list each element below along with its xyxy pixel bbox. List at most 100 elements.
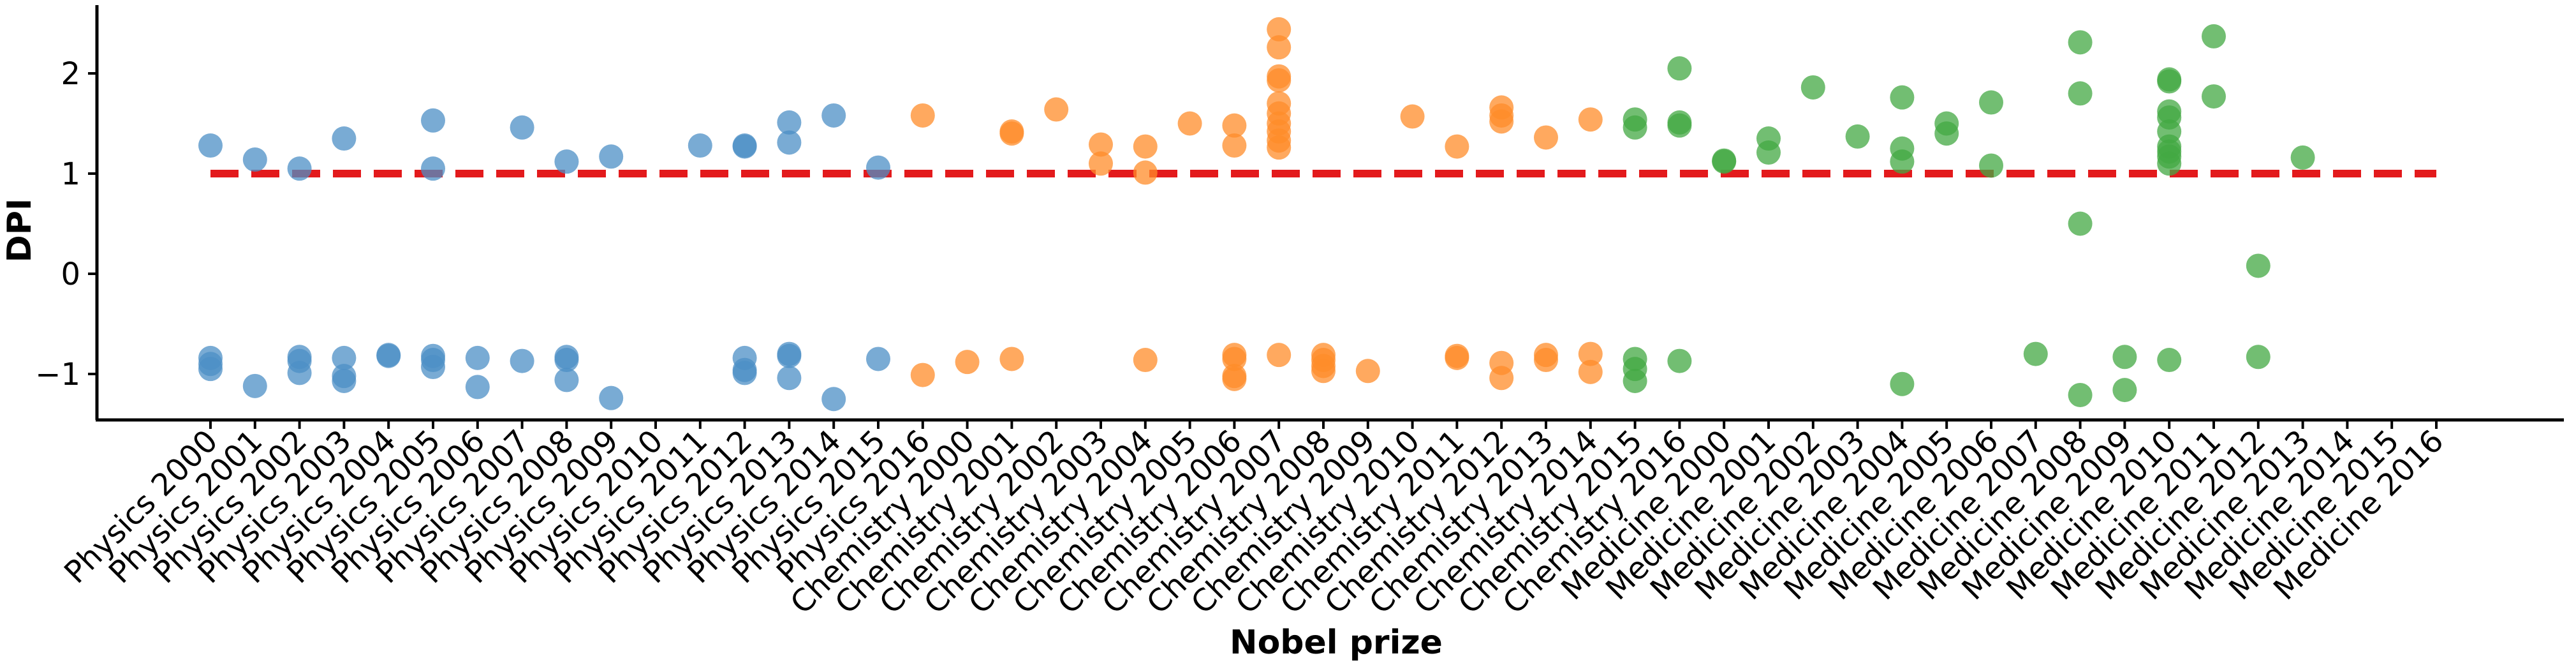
y-tick-label: −1 — [35, 357, 80, 392]
data-point — [2068, 211, 2093, 236]
data-point — [1979, 90, 2003, 115]
data-point — [1267, 343, 1292, 368]
data-point — [1534, 348, 1558, 373]
data-point — [1623, 115, 1647, 140]
data-point — [198, 133, 223, 158]
data-point — [2290, 145, 2315, 170]
data-point — [599, 144, 624, 169]
data-point — [287, 361, 312, 385]
data-point — [1667, 56, 1692, 81]
data-point — [1222, 366, 1247, 391]
data-point — [242, 147, 267, 172]
data-point — [999, 347, 1024, 371]
data-point — [2112, 345, 2137, 370]
data-point — [999, 119, 1024, 144]
data-point — [1044, 97, 1069, 122]
data-point — [1267, 135, 1292, 160]
data-point — [1489, 109, 1514, 134]
data-point — [1133, 134, 1158, 159]
data-point — [332, 368, 357, 393]
data-point — [332, 345, 357, 370]
data-point — [198, 357, 223, 382]
data-point — [1445, 345, 1469, 370]
data-point — [2202, 24, 2226, 49]
data-point — [821, 103, 846, 128]
data-point — [554, 149, 579, 174]
data-point — [1578, 107, 1603, 132]
data-point — [465, 345, 490, 370]
data-point — [1712, 149, 1737, 174]
data-point — [2157, 69, 2182, 94]
data-point — [242, 373, 267, 398]
data-point — [2246, 253, 2271, 278]
data-point — [732, 361, 757, 385]
data-point — [2202, 84, 2226, 109]
data-point — [2068, 81, 2093, 106]
data-point — [1222, 133, 1247, 158]
data-point — [2157, 348, 2182, 373]
data-point — [1890, 149, 1915, 174]
data-point — [1534, 125, 1558, 150]
data-point — [2068, 382, 2093, 407]
data-point — [1934, 121, 1959, 146]
data-point — [2112, 378, 2137, 403]
data-point — [287, 156, 312, 181]
data-point — [554, 348, 579, 373]
data-point — [421, 355, 445, 380]
data-point — [2023, 341, 2048, 366]
points-layer — [198, 17, 2315, 412]
data-point — [866, 347, 890, 371]
data-point — [1489, 366, 1514, 391]
data-point — [1845, 124, 1870, 149]
data-point — [1578, 359, 1603, 384]
data-point — [1267, 17, 1292, 41]
data-point — [1177, 111, 1202, 136]
data-point — [1267, 68, 1292, 93]
data-point — [2068, 30, 2093, 55]
data-point — [1400, 104, 1425, 129]
data-point — [599, 385, 624, 410]
data-point — [2157, 151, 2182, 176]
data-point — [1133, 348, 1158, 373]
data-point — [1756, 140, 1781, 165]
data-point — [421, 156, 445, 181]
data-point — [376, 343, 401, 368]
data-point — [1089, 132, 1113, 157]
data-point — [866, 155, 890, 180]
data-point — [1890, 371, 1915, 396]
data-point — [777, 343, 802, 368]
data-point — [1222, 113, 1247, 138]
data-point — [1355, 359, 1380, 384]
data-point — [1979, 153, 2003, 178]
data-point — [1667, 113, 1692, 138]
data-point — [465, 375, 490, 400]
y-tick-label: 0 — [61, 257, 80, 292]
data-point — [332, 126, 357, 151]
y-tick-label: 1 — [61, 156, 80, 192]
data-point — [777, 366, 802, 391]
data-point — [910, 103, 935, 128]
data-point — [2246, 345, 2271, 370]
data-point — [1667, 348, 1692, 373]
data-point — [910, 362, 935, 387]
data-point — [1133, 160, 1158, 185]
y-tick-label: 2 — [61, 56, 80, 92]
y-axis-title: DPI — [1, 198, 39, 263]
x-axis-title: Nobel prize — [1230, 624, 1443, 662]
data-point — [777, 110, 802, 135]
data-point — [1445, 134, 1469, 159]
data-point — [777, 130, 802, 155]
data-point — [821, 387, 846, 412]
data-point — [955, 350, 980, 375]
data-point — [421, 108, 445, 133]
data-point — [1311, 359, 1336, 384]
data-point — [510, 115, 534, 140]
data-point — [1800, 75, 1825, 100]
data-point — [1623, 368, 1647, 393]
data-point — [1578, 341, 1603, 366]
data-point — [688, 133, 712, 158]
data-point — [1267, 35, 1292, 60]
data-point — [1890, 85, 1915, 110]
